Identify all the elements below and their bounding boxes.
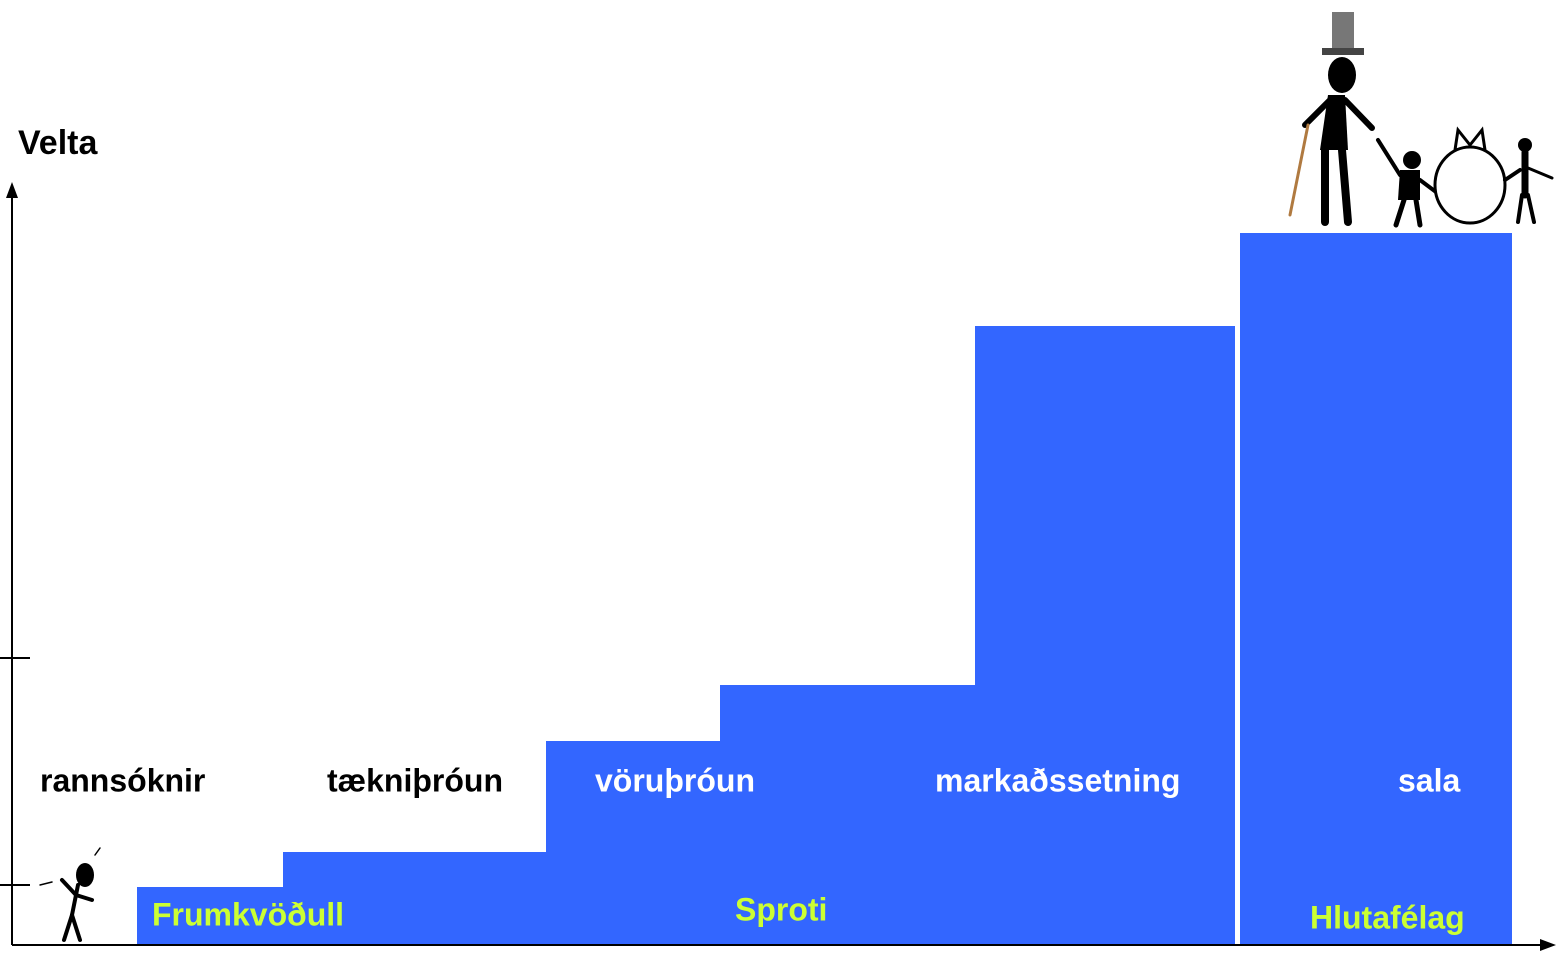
- stage-label: rannsóknir: [40, 762, 205, 798]
- step: [1240, 233, 1512, 945]
- step: [283, 852, 546, 945]
- step: [546, 741, 720, 945]
- step: [975, 326, 1235, 945]
- steps: [137, 233, 1512, 945]
- arrow: [6, 182, 18, 198]
- step: [137, 887, 283, 945]
- step: [720, 685, 975, 945]
- axes: [0, 182, 1556, 951]
- rich-figures: [1288, 12, 1554, 228]
- stage-label: sala: [1398, 762, 1460, 798]
- phase-label: Sproti: [735, 891, 827, 927]
- arrow: [1540, 939, 1556, 951]
- phase-label: Frumkvöðull: [152, 896, 344, 932]
- axis-label: Velta: [18, 124, 98, 162]
- small-figure: [39, 847, 101, 942]
- stage-label: tækniþróun: [327, 762, 503, 798]
- stage-label: markaðssetning: [935, 762, 1180, 798]
- phase-label: Hlutafélag: [1310, 899, 1465, 935]
- stage-label: vöruþróun: [595, 762, 755, 798]
